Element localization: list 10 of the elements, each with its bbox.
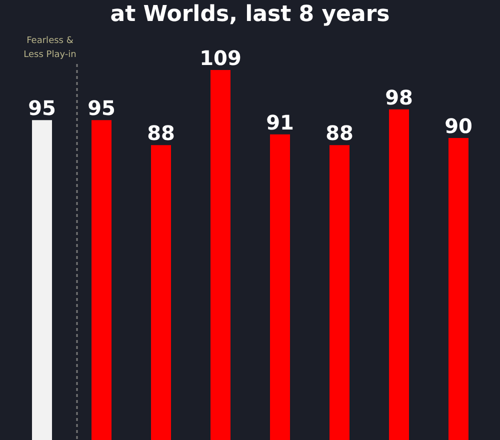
data-label: 95: [88, 96, 116, 120]
data-label: 98: [385, 85, 413, 110]
data-label: 88: [147, 121, 175, 146]
data-label: 109: [200, 46, 242, 70]
data-label: 88: [326, 121, 354, 146]
chart-title: at Worlds, last 8 years: [109, 2, 391, 27]
text: Fearless & Less Play-in: [22, 35, 78, 62]
data-label: 95: [28, 96, 56, 120]
data-label: 91: [266, 110, 294, 134]
data-label: 90: [444, 114, 472, 138]
